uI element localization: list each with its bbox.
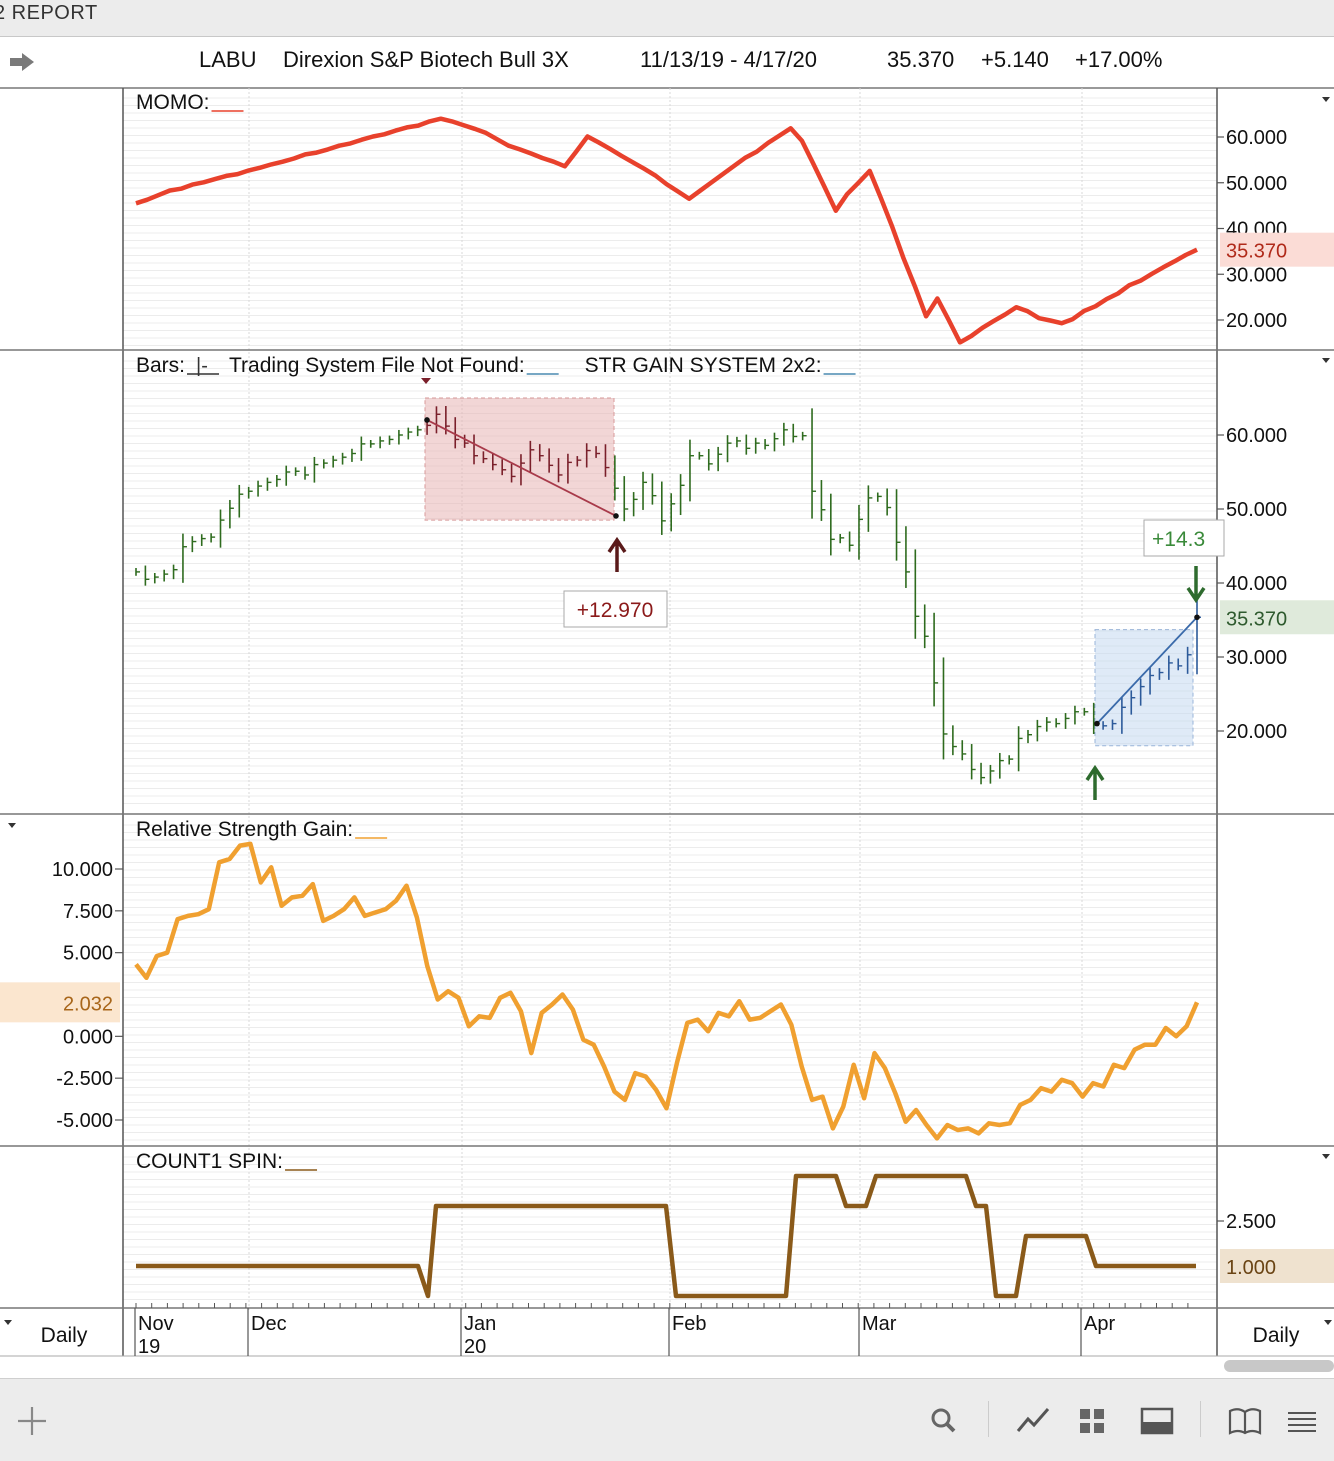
toolbar-divider bbox=[988, 1401, 989, 1437]
momo-line bbox=[135, 116, 1198, 345]
book-icon[interactable] bbox=[1226, 1403, 1266, 1439]
search-icon[interactable] bbox=[926, 1403, 966, 1439]
panel-label: COUNT1 SPIN: bbox=[136, 1150, 283, 1173]
month-label: Mar bbox=[862, 1313, 897, 1335]
y-tick-label: 20.000 bbox=[1226, 721, 1287, 743]
window-title: 2 REPORT bbox=[0, 2, 98, 24]
profit-label-box bbox=[563, 590, 668, 628]
panel-label: Relative Strength Gain: bbox=[136, 818, 353, 841]
y-tick-label: 40.000 bbox=[1226, 573, 1287, 595]
security-name: Direxion S&P Biotech Bull 3X bbox=[283, 47, 569, 72]
y-tick-label: 2.500 bbox=[1226, 1211, 1276, 1233]
year-label: 20 bbox=[464, 1336, 486, 1358]
last-value-label: 2.032 bbox=[63, 993, 113, 1015]
count-panel[interactable]: 2.500 1.000 COUNT1 SPIN: bbox=[136, 1150, 1334, 1299]
profit-label-box bbox=[1143, 519, 1225, 557]
symbol-header: LABU Direxion S&P Biotech Bull 3X 11/13/… bbox=[0, 37, 1334, 89]
grid-icon[interactable] bbox=[1074, 1403, 1114, 1439]
chart-area[interactable]: 60.000 50.000 40.000 30.000 20.000 35.370 MOMO… bbox=[0, 88, 1334, 1358]
symbol: LABU bbox=[199, 47, 257, 72]
y-tick-label: 50.000 bbox=[1226, 499, 1287, 521]
y-tick-label: 30.000 bbox=[1226, 647, 1287, 669]
last-value-label: 35.370 bbox=[1226, 608, 1287, 630]
panel-icon[interactable] bbox=[1138, 1403, 1178, 1439]
last-price: 35.370 bbox=[887, 47, 955, 72]
month-label: Nov bbox=[138, 1313, 174, 1335]
y-tick-label: -2.500 bbox=[56, 1068, 113, 1090]
last-value-badge bbox=[1220, 600, 1334, 635]
y-tick-label: 5.000 bbox=[63, 943, 113, 965]
panel-frames bbox=[0, 88, 1334, 1357]
arrow-right-icon[interactable] bbox=[8, 51, 36, 73]
trade-point bbox=[613, 513, 619, 519]
panel-menu-icon[interactable] bbox=[1324, 1320, 1332, 1325]
trade-point bbox=[1094, 720, 1100, 727]
grid-lines bbox=[123, 88, 1217, 1310]
y-tick-label: 50.000 bbox=[1226, 173, 1287, 195]
panel-menu-icon[interactable] bbox=[1322, 97, 1330, 102]
y-tick-label: 20.000 bbox=[1226, 310, 1287, 332]
menu-icon[interactable] bbox=[1284, 1403, 1324, 1439]
month-label: Dec bbox=[251, 1313, 287, 1335]
panel-label: Trading System File Not Found: bbox=[229, 354, 525, 377]
short-trade-line bbox=[426, 419, 617, 517]
long-trade-profit: +14.3 bbox=[1152, 528, 1205, 551]
panel-menu-icon[interactable] bbox=[1322, 1154, 1330, 1159]
date-range: 11/13/19 - 4/17/20 bbox=[640, 47, 817, 72]
panel-menu-icon[interactable] bbox=[1322, 358, 1330, 363]
panel-label: STR GAIN SYSTEM 2x2: bbox=[585, 354, 822, 377]
bars-legend-mark: |- bbox=[196, 355, 208, 377]
exit-down-arrow-icon bbox=[1186, 566, 1206, 604]
toolbar-divider bbox=[1200, 1401, 1201, 1437]
bars-panel[interactable]: 60.000 50.000 40.000 30.000 20.000 +12.970 +14… bbox=[135, 354, 1334, 800]
trade-point bbox=[1194, 614, 1200, 621]
horizontal-scrollbar[interactable] bbox=[1224, 1360, 1334, 1372]
long-trade-box bbox=[1094, 629, 1194, 747]
rsg-line bbox=[134, 841, 1200, 1141]
y-tick-label: 7.500 bbox=[63, 901, 113, 923]
plus-icon[interactable] bbox=[14, 1403, 54, 1439]
year-label: 19 bbox=[138, 1336, 160, 1358]
entry-up-arrow-icon bbox=[1085, 764, 1105, 800]
panel-menu-icon[interactable] bbox=[8, 823, 16, 828]
y-tick-label: 10.000 bbox=[52, 859, 113, 881]
window-titlebar: 2 REPORT bbox=[0, 0, 1334, 37]
y-tick-label: 30.000 bbox=[1226, 264, 1287, 286]
panel-label: Bars: bbox=[136, 354, 185, 377]
bottom-toolbar bbox=[0, 1378, 1334, 1461]
exit-up-arrow-icon bbox=[607, 536, 627, 572]
y-tick-label: 60.000 bbox=[1226, 127, 1287, 149]
last-value-badge bbox=[1220, 1249, 1334, 1283]
panel-menu-icon[interactable] bbox=[4, 1320, 12, 1325]
entry-marker-icon bbox=[421, 378, 431, 384]
percent-change: +17.00% bbox=[1075, 47, 1163, 72]
period-right-label[interactable]: Daily bbox=[1253, 1324, 1300, 1347]
y-tick-label: -5.000 bbox=[56, 1110, 113, 1132]
month-label: Feb bbox=[672, 1313, 706, 1335]
last-value-badge bbox=[1220, 232, 1334, 267]
last-value-label: 35.370 bbox=[1226, 241, 1287, 263]
short-trade-profit: +12.970 bbox=[577, 599, 654, 622]
y-tick-label: 60.000 bbox=[1226, 425, 1287, 447]
trade-point bbox=[424, 417, 430, 423]
short-trade-box bbox=[424, 397, 615, 521]
long-trade-line bbox=[1096, 616, 1198, 725]
net-change: +5.140 bbox=[981, 47, 1049, 72]
period-left-label[interactable]: Daily bbox=[41, 1324, 88, 1347]
y-tick-label: 0.000 bbox=[63, 1026, 113, 1048]
panel-label: MOMO: bbox=[136, 91, 210, 114]
month-label: Apr bbox=[1084, 1313, 1115, 1335]
last-value-label: 1.000 bbox=[1226, 1257, 1276, 1279]
draw-line-icon[interactable] bbox=[1014, 1403, 1054, 1439]
momo-panel[interactable]: 60.00050.00040.00030.00020.00035.370MOMO… bbox=[135, 91, 1334, 345]
count-line bbox=[136, 1173, 1196, 1299]
rsg-panel[interactable]: 10.000 7.500 5.000 0.000 -2.500 -5.000 2.032 Re… bbox=[0, 818, 1200, 1141]
month-label: Jan bbox=[464, 1313, 496, 1335]
last-value-badge bbox=[0, 982, 120, 1023]
